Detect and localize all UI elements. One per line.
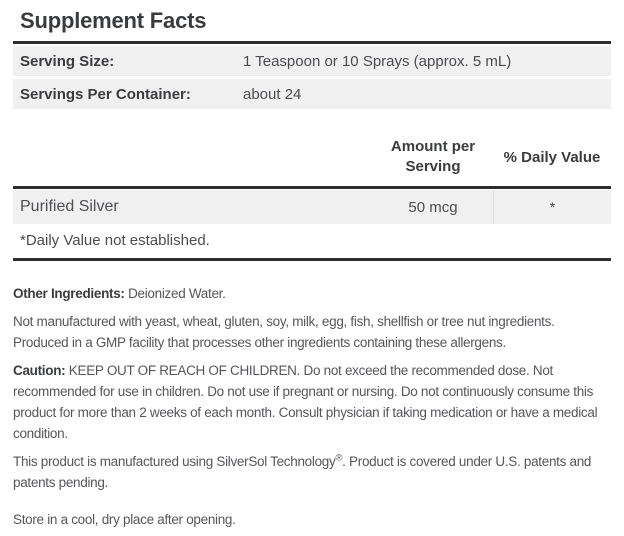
serving-size-row: Serving Size: 1 Teaspoon or 10 Sprays (a… xyxy=(13,46,611,76)
ingredient-name: Purified Silver xyxy=(20,198,119,215)
serving-size-label: Serving Size: xyxy=(20,52,115,70)
daily-value-header: % Daily Value xyxy=(503,148,601,166)
supplement-facts-panel: Supplement Facts Serving Size: 1 Teaspoo… xyxy=(13,8,611,530)
servings-per-container-row: Servings Per Container: about 24 xyxy=(13,79,611,109)
allergen-note-paragraph: Not manufactured with yeast, wheat, glut… xyxy=(13,314,555,350)
servings-per-container-label: Servings Per Container: xyxy=(20,85,191,103)
caution-text: KEEP OUT OF REACH OF CHILDREN. Do not ex… xyxy=(13,363,598,441)
other-ingredients-value: Deionized Water. xyxy=(124,286,226,301)
amount-header-line2: Serving xyxy=(405,158,461,175)
table-column-headers: Amount per Serving % Daily Value xyxy=(13,135,611,179)
servings-per-container-value: about 24 xyxy=(243,85,302,103)
technology-note-paragraph: This product is manufactured using Silve… xyxy=(13,451,621,493)
storage-note-paragraph: Store in a cool, dry place after opening… xyxy=(13,512,236,527)
divider-bottom-rule xyxy=(13,258,611,261)
ingredient-amount: 50 mcg xyxy=(408,198,458,216)
other-ingredients-label: Other Ingredients: xyxy=(13,286,125,301)
label-notes-section: Other Ingredients: Deionized Water. Not … xyxy=(13,283,611,530)
amount-header-line1: Amount per xyxy=(390,138,476,155)
divider-mid-rule xyxy=(13,186,611,189)
serving-info-section: Serving Size: 1 Teaspoon or 10 Sprays (a… xyxy=(13,46,611,109)
technology-note-post: . Product is covered under U.S. patents … xyxy=(13,454,592,490)
caution-label: Caution: xyxy=(13,363,66,378)
serving-size-value: 1 Teaspoon or 10 Sprays (approx. 5 mL) xyxy=(243,52,512,70)
daily-value-footnote: *Daily Value not established. xyxy=(20,232,210,249)
ingredient-daily-value: * xyxy=(493,190,611,224)
technology-note-pre: This product is manufactured using Silve… xyxy=(13,454,336,469)
caution-paragraph: Caution: KEEP OUT OF REACH OF CHILDREN. … xyxy=(13,360,621,444)
amount-per-serving-header: Amount per Serving xyxy=(373,137,493,177)
registered-trademark-symbol: ® xyxy=(335,452,343,464)
table-row: Purified Silver 50 mcg * xyxy=(13,190,611,224)
divider-top-rule xyxy=(13,41,611,44)
panel-title: Supplement Facts xyxy=(20,8,207,33)
other-ingredients-paragraph: Other Ingredients: Deionized Water. xyxy=(13,283,621,304)
